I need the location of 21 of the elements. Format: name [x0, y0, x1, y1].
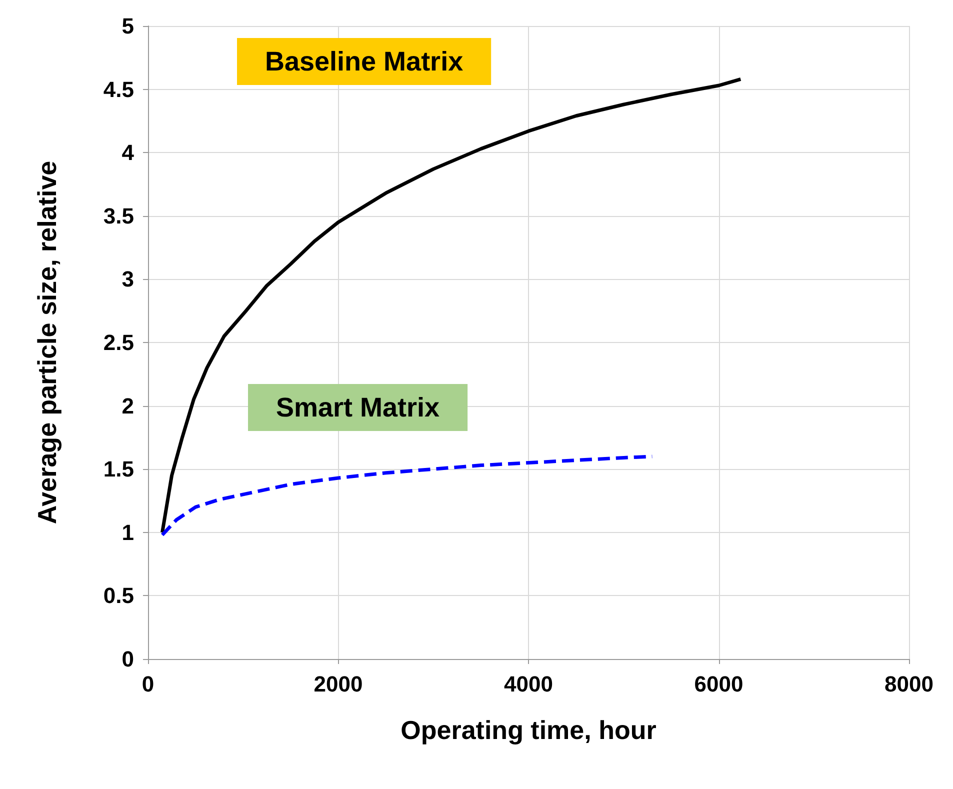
y-tick-label: 4.5 [103, 76, 134, 102]
y-tick-label: 2.5 [103, 330, 134, 355]
y-tick-label: 4 [122, 140, 135, 166]
y-tick-label: 5 [122, 14, 134, 38]
y-tick-label: 3.5 [103, 203, 134, 228]
y-tick-label: 0 [122, 646, 134, 672]
y-tick-label: 1 [122, 520, 134, 545]
y-tick-label: 0.5 [103, 583, 134, 608]
x-tick-label: 2000 [314, 672, 363, 696]
y-tick-label: 1.5 [103, 456, 134, 482]
x-tick-label: 8000 [884, 672, 934, 696]
y-tick-label: 3 [122, 266, 134, 292]
x-axis-title: Operating time, hour [400, 715, 656, 745]
x-tick-label: 0 [142, 672, 154, 696]
annotation: Baseline Matrix [265, 46, 464, 76]
x-tick-label: 4000 [504, 672, 553, 696]
y-tick-label: 2 [122, 393, 134, 418]
annotation: Smart Matrix [276, 392, 440, 422]
x-tick-label: 6000 [694, 672, 744, 696]
line-series [160, 77, 742, 534]
y-axis-title: Average particle size, relative [32, 160, 62, 524]
